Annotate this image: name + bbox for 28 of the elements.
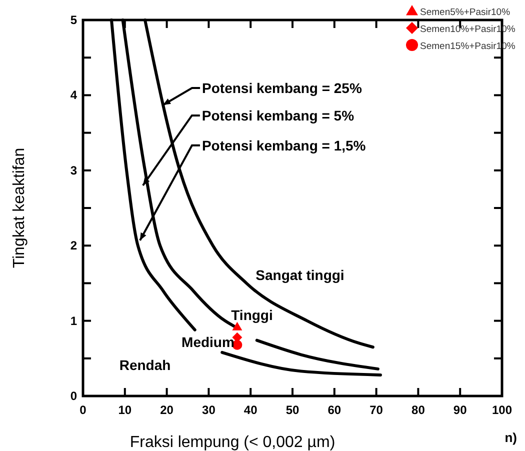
x-tick-label: 10 bbox=[118, 403, 132, 417]
annotation: Rendah bbox=[119, 357, 171, 373]
x-tick-label: 60 bbox=[328, 403, 342, 417]
x-tick-label: 40 bbox=[244, 403, 258, 417]
x-tick-label: 30 bbox=[202, 403, 216, 417]
annotation: Tinggi bbox=[231, 307, 273, 323]
x-tick-label: 50 bbox=[286, 403, 300, 417]
y-tick-label: 5 bbox=[70, 13, 78, 27]
y-tick-label: 1 bbox=[70, 314, 78, 328]
x-tick-label: 0 bbox=[80, 403, 87, 417]
text: n) bbox=[504, 430, 517, 445]
x-tick-label: 80 bbox=[412, 403, 426, 417]
annotation: Sangat tinggi bbox=[256, 267, 344, 283]
x-axis-title: Fraksi lempung (< 0,002 µm) bbox=[130, 434, 336, 451]
x-tick-label: 100 bbox=[492, 403, 512, 417]
annotation: Potensi kembang = 25% bbox=[202, 80, 362, 96]
legend-label: Semen5%+Pasir10% bbox=[420, 7, 511, 18]
y-tick-label: 0 bbox=[70, 389, 78, 403]
x-tick-label: 90 bbox=[453, 403, 468, 417]
y-tick-label: 3 bbox=[70, 163, 78, 178]
annotation: Medium bbox=[182, 334, 234, 350]
y-axis-title: Tingkat keaktifan bbox=[11, 148, 28, 268]
x-tick-label: 20 bbox=[160, 403, 174, 417]
annotation: Potensi kembang = 5% bbox=[202, 107, 355, 124]
y-tick-label: 4 bbox=[70, 88, 78, 102]
x-tick-label: 70 bbox=[370, 403, 384, 417]
y-tick-label: 2 bbox=[70, 238, 78, 253]
annotation: Potensi kembang = 1,5% bbox=[202, 137, 366, 154]
